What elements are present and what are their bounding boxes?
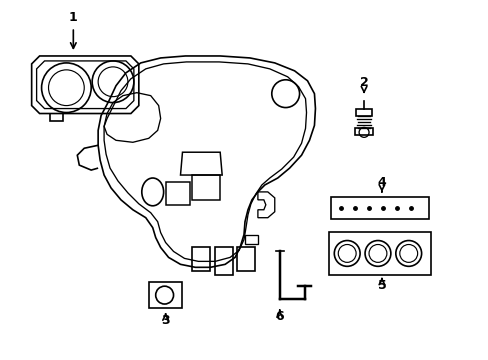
- Text: 6: 6: [275, 310, 284, 323]
- Text: 2: 2: [359, 76, 367, 89]
- Text: 1: 1: [69, 11, 78, 24]
- Text: 4: 4: [377, 176, 386, 189]
- Text: 3: 3: [161, 314, 169, 327]
- Text: 5: 5: [377, 279, 386, 292]
